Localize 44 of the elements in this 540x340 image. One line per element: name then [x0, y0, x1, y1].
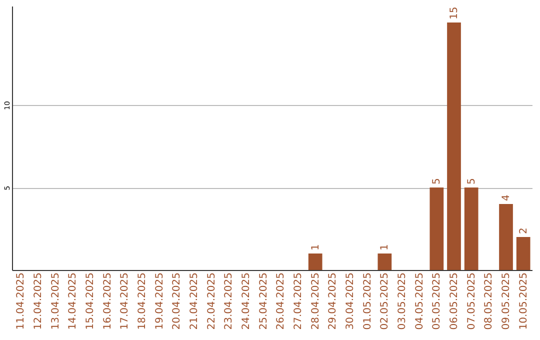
- data-label: 4: [501, 194, 512, 201]
- x-tick-label: 23.04.2025: [224, 272, 235, 330]
- x-tick-label: 01.05.2025: [362, 272, 374, 330]
- x-tick-label: 29.04.2025: [328, 272, 339, 330]
- bar: [378, 254, 392, 270]
- x-tick-label: 26.04.2025: [276, 272, 287, 330]
- x-tick-label: 08.05.2025: [484, 272, 495, 330]
- x-tick-label: 09.05.2025: [501, 272, 512, 330]
- data-label: 15: [449, 6, 460, 20]
- x-tick-label: 02.05.2025: [380, 272, 391, 330]
- x-tick-label: 16.04.2025: [102, 272, 114, 330]
- x-tick-label: 30.04.2025: [345, 272, 356, 330]
- x-tick-label: 28.04.2025: [310, 272, 322, 330]
- x-tick-label: 17.04.2025: [120, 272, 131, 330]
- x-tick-label: 18.04.2025: [137, 272, 148, 330]
- bar: [516, 237, 530, 270]
- bar: [447, 22, 461, 270]
- data-label: 5: [432, 178, 443, 184]
- x-tick-label: 21.04.2025: [189, 272, 200, 330]
- x-tick-label: 06.05.2025: [449, 272, 460, 330]
- x-tick-label: 14.04.2025: [68, 272, 79, 330]
- x-tick-label: 05.05.2025: [432, 272, 443, 330]
- x-tick-label: 13.04.2025: [50, 272, 62, 330]
- x-tick-label: 12.04.2025: [33, 272, 44, 330]
- x-tick-label: 03.05.2025: [397, 272, 408, 330]
- x-tick-label: 04.05.2025: [414, 272, 426, 330]
- x-tick-label: 25.04.2025: [258, 272, 270, 330]
- x-tick-label: 11.04.2025: [16, 272, 27, 330]
- x-tick-label: 24.04.2025: [241, 272, 252, 330]
- data-label: 5: [466, 178, 478, 184]
- data-label: 1: [310, 244, 322, 250]
- bar: [430, 188, 444, 270]
- data-label: 2: [518, 228, 530, 234]
- bar: [499, 204, 513, 270]
- x-tick-label: 10.05.2025: [518, 272, 530, 330]
- x-tick-label: 19.04.2025: [154, 272, 166, 330]
- x-tick-label: 20.04.2025: [172, 272, 183, 330]
- x-tick-label: 27.04.2025: [293, 272, 304, 330]
- x-tick-label: 07.05.2025: [466, 272, 478, 330]
- bar: [464, 188, 478, 270]
- bar: [308, 254, 322, 270]
- data-label: 1: [380, 244, 391, 250]
- x-tick-label: 15.04.2025: [85, 272, 96, 330]
- x-tick-label: 22.04.2025: [206, 272, 218, 330]
